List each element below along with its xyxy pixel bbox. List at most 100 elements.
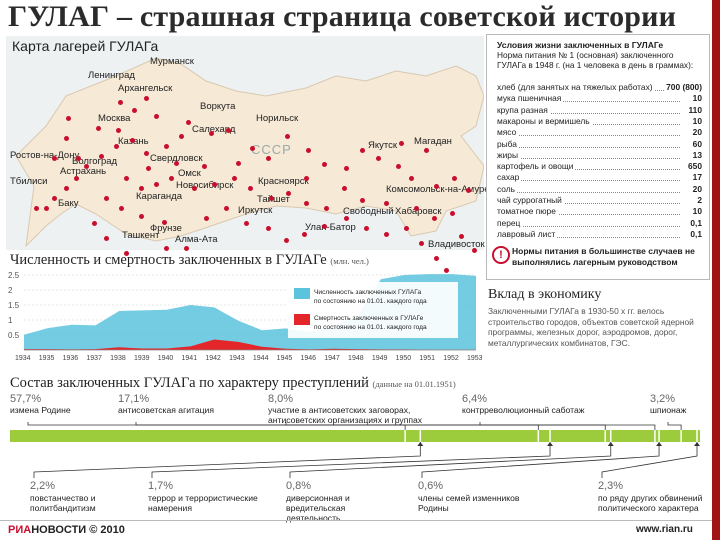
camp-dot [52,196,57,201]
camp-dot [114,144,119,149]
ration-row: хлеб (для занятых на тяжелых работах) 700… [497,82,702,93]
x-tick-label: 1934 [15,355,31,362]
category-label: повстанчество и политбандитизм [30,493,96,513]
ration-name: мука пшеничная [497,93,564,104]
ration-row: мясо 20 [497,127,702,138]
ration-name: мясо [497,127,519,138]
category-label: антисоветская агитация [118,405,215,415]
camp-dot [118,100,123,105]
camp-dot [66,116,71,121]
ration-name: хлеб (для занятых на тяжелых работах) [497,82,655,92]
camp-dot [466,188,471,193]
map-city-label: Фрунзе [150,223,182,234]
ration-leader [499,135,680,137]
map-city-label: Ростов-на-Дону [10,150,80,161]
x-tick-label: 1941 [182,355,198,362]
x-tick-label: 1942 [205,355,221,362]
camp-dot [104,196,109,201]
ration-leader [499,112,680,114]
y-tick-label: 2 [8,286,13,295]
camp-dot [139,214,144,219]
camp-dot [322,224,327,229]
x-tick-label: 1945 [277,355,293,362]
camp-dot [232,176,237,181]
ration-name: сахар [497,172,522,183]
ration-row: крупа разная 110 [497,104,702,116]
camp-dot [164,144,169,149]
ration-row: мука пшеничная 10 [497,93,702,104]
camp-dot [304,176,309,181]
exclamation-icon: ! [492,246,510,264]
map-city-label: Тбилиси [10,176,48,187]
leader-arrow [417,442,424,446]
camp-dot [404,226,409,231]
ration-value: 0,1 [688,228,702,239]
camp-dot [169,176,174,181]
camp-dot [250,146,255,151]
ria-logo-rest: НОВОСТИ © 2010 [31,524,125,536]
composition-chart [10,422,700,478]
ration-value: 0,1 [688,217,702,228]
camp-dot [202,164,207,169]
ration-name: томатное пюре [497,206,558,217]
ration-value: 13 [690,149,702,160]
ration-leader [499,180,680,182]
category-label: террор и террористические намерения [148,493,258,513]
leader-arrow [656,442,663,446]
map-city-label: Салехард [192,124,236,135]
camp-dot [286,191,291,196]
camp-dot [432,216,437,221]
camp-dot [124,251,129,256]
leader-line [285,422,606,430]
leader-line [479,422,656,430]
economy-text: Заключенными ГУЛАГа в 1930-50 х гг. вело… [488,306,694,348]
camp-dot [285,134,290,139]
camp-dot [414,206,419,211]
category-percent: 6,4% [462,393,488,405]
legend-box [288,282,458,338]
country-label: СССР [251,142,292,157]
footer-site: www.rian.ru [636,524,693,535]
economy-title: Вклад в экономику [488,287,602,302]
camp-dot [419,241,424,246]
x-tick-label: 1939 [134,355,150,362]
ussr-map-shape [15,57,484,248]
camp-dot [376,156,381,161]
camp-dot [224,206,229,211]
camp-dot [209,131,214,136]
ration-heading-text: Норма питания № 1 (основная) заключенног… [497,50,694,70]
camp-dot [212,182,217,187]
camp-dot [92,221,97,226]
map-city-label: Москва [98,113,131,124]
camp-dot [360,148,365,153]
leader-line [667,422,682,430]
camp-dot [179,134,184,139]
ration-row: рыба 60 [497,138,702,150]
ration-leader [499,236,680,238]
ration-row: сахар 17 [497,172,702,183]
map-city-label: Воркута [200,101,236,112]
camp-dot [192,186,197,191]
camp-dot [174,161,179,166]
camp-dot [204,216,209,221]
category-percent: 17,1% [118,393,150,405]
ration-leader [499,169,680,171]
ration-leader [499,101,680,103]
camp-dot [399,141,404,146]
camp-dot [84,164,89,169]
x-tick-label: 1949 [372,355,388,362]
ration-value: 10 [690,93,702,104]
camp-dot [124,176,129,181]
camp-dot [304,201,309,206]
x-tick-label: 1940 [158,355,174,362]
map-city-label: Волгоград [72,156,118,167]
camp-dot [324,206,329,211]
camp-dot [162,220,167,225]
x-tick-label: 1952 [443,355,459,362]
ration-value: 650 [686,161,702,172]
legend-label: по состоянию на 01.01. каждого года [314,324,427,331]
camp-dot [342,186,347,191]
gulag-map: СССР [6,36,484,250]
camp-dot [236,161,241,166]
ration-row: картофель и овощи 650 [497,161,702,172]
